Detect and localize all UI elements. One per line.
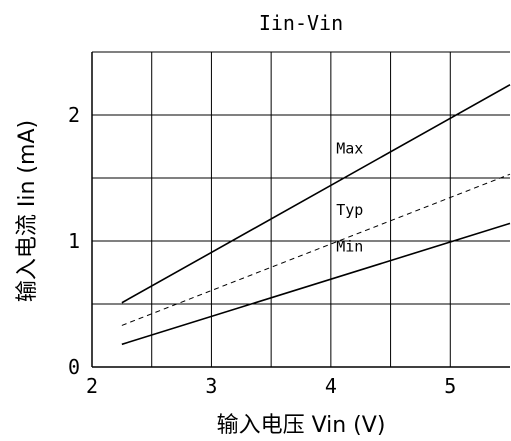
y-tick-label: 2	[68, 103, 80, 127]
axes	[91, 51, 510, 368]
y-axis-label: 输入电流 Iin (mA)	[15, 120, 40, 302]
series-line-typ	[121, 173, 511, 326]
series-lines	[121, 84, 511, 346]
x-tick-label: 2	[86, 374, 98, 398]
series-labels: Max Typ Min	[336, 139, 363, 255]
series-line-max	[121, 84, 511, 304]
grid-lines	[92, 52, 510, 367]
x-axis-label: 输入电压 Vin (V)	[217, 413, 386, 438]
series-label-typ: Typ	[336, 201, 363, 219]
x-tick-label: 5	[444, 374, 456, 398]
x-tick-label: 4	[325, 374, 337, 398]
x-tick-label: 3	[205, 374, 217, 398]
plot-background	[92, 52, 510, 367]
y-tick-label: 1	[68, 229, 80, 253]
chart-title: Iin-Vin	[259, 11, 343, 35]
series-label-max: Max	[336, 139, 363, 157]
series-line-min	[121, 222, 511, 346]
series-label-min: Min	[336, 238, 363, 256]
plot-area	[92, 52, 510, 367]
y-tick-label: 0	[68, 355, 80, 379]
tick-labels: 2 3 4 5 0 1 2	[68, 103, 456, 398]
